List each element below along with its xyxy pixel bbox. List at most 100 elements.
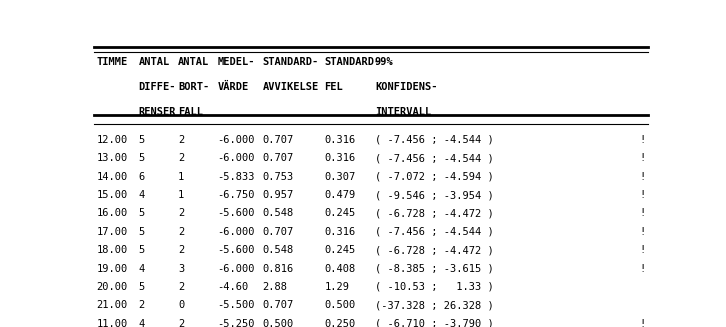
Text: 18.00: 18.00 <box>97 245 128 255</box>
Text: RENSER: RENSER <box>139 107 176 117</box>
Text: 2: 2 <box>178 245 184 255</box>
Text: 0.707: 0.707 <box>262 153 293 163</box>
Text: 0.707: 0.707 <box>262 135 293 145</box>
Text: 5: 5 <box>139 153 144 163</box>
Text: 5: 5 <box>139 208 144 218</box>
Text: KONFIDENS-: KONFIDENS- <box>375 82 437 92</box>
Text: ANTAL: ANTAL <box>139 57 170 67</box>
Text: !: ! <box>640 227 645 237</box>
Text: ( -8.385 ; -3.615 ): ( -8.385 ; -3.615 ) <box>375 264 494 274</box>
Text: -5.250: -5.250 <box>217 319 255 327</box>
Text: -5.833: -5.833 <box>217 172 255 182</box>
Text: ( -6.728 ; -4.472 ): ( -6.728 ; -4.472 ) <box>375 208 494 218</box>
Text: 0.707: 0.707 <box>262 227 293 237</box>
Text: STANDARD-: STANDARD- <box>325 57 380 67</box>
Text: 0.316: 0.316 <box>325 153 356 163</box>
Text: -5.600: -5.600 <box>217 245 255 255</box>
Text: !: ! <box>640 264 645 274</box>
Text: 2: 2 <box>178 319 184 327</box>
Text: -6.000: -6.000 <box>217 135 255 145</box>
Text: 0.307: 0.307 <box>325 172 356 182</box>
Text: STANDARD-: STANDARD- <box>262 57 319 67</box>
Text: 5: 5 <box>139 135 144 145</box>
Text: 2: 2 <box>178 135 184 145</box>
Text: 2.88: 2.88 <box>262 282 287 292</box>
Text: 4: 4 <box>139 264 144 274</box>
Text: VÄRDE: VÄRDE <box>217 82 248 92</box>
Text: 2: 2 <box>178 282 184 292</box>
Text: -6.750: -6.750 <box>217 190 255 200</box>
Text: 0.479: 0.479 <box>325 190 356 200</box>
Text: ( -7.456 ; -4.544 ): ( -7.456 ; -4.544 ) <box>375 135 494 145</box>
Text: !: ! <box>640 245 645 255</box>
Text: -6.000: -6.000 <box>217 227 255 237</box>
Text: 6: 6 <box>139 172 144 182</box>
Text: 0.245: 0.245 <box>325 208 356 218</box>
Text: ( -7.456 ; -4.544 ): ( -7.456 ; -4.544 ) <box>375 153 494 163</box>
Text: 0.250: 0.250 <box>325 319 356 327</box>
Text: 20.00: 20.00 <box>97 282 128 292</box>
Text: FALL: FALL <box>178 107 203 117</box>
Text: 0.707: 0.707 <box>262 300 293 310</box>
Text: 0.500: 0.500 <box>262 319 293 327</box>
Text: 13.00: 13.00 <box>97 153 128 163</box>
Text: 12.00: 12.00 <box>97 135 128 145</box>
Text: !: ! <box>640 208 645 218</box>
Text: 0.548: 0.548 <box>262 245 293 255</box>
Text: 1.29: 1.29 <box>325 282 349 292</box>
Text: 3: 3 <box>178 264 184 274</box>
Text: 4: 4 <box>139 319 144 327</box>
Text: 2: 2 <box>178 153 184 163</box>
Text: BORT-: BORT- <box>178 82 209 92</box>
Text: -4.60: -4.60 <box>217 282 248 292</box>
Text: -5.500: -5.500 <box>217 300 255 310</box>
Text: 1: 1 <box>178 172 184 182</box>
Text: 1: 1 <box>178 190 184 200</box>
Text: 21.00: 21.00 <box>97 300 128 310</box>
Text: AVVIKELSE: AVVIKELSE <box>262 82 319 92</box>
Text: FEL: FEL <box>325 82 343 92</box>
Text: 14.00: 14.00 <box>97 172 128 182</box>
Text: 0.245: 0.245 <box>325 245 356 255</box>
Text: !: ! <box>640 190 645 200</box>
Text: 0.500: 0.500 <box>325 300 356 310</box>
Text: 0: 0 <box>178 300 184 310</box>
Text: 0.753: 0.753 <box>262 172 293 182</box>
Text: -6.000: -6.000 <box>217 153 255 163</box>
Text: ANTAL: ANTAL <box>178 57 209 67</box>
Text: ( -7.456 ; -4.544 ): ( -7.456 ; -4.544 ) <box>375 227 494 237</box>
Text: !: ! <box>640 135 645 145</box>
Text: INTERVALL: INTERVALL <box>375 107 431 117</box>
Text: 16.00: 16.00 <box>97 208 128 218</box>
Text: ( -10.53 ;   1.33 ): ( -10.53 ; 1.33 ) <box>375 282 494 292</box>
Text: 2: 2 <box>139 300 144 310</box>
Text: -5.600: -5.600 <box>217 208 255 218</box>
Text: 0.816: 0.816 <box>262 264 293 274</box>
Text: !: ! <box>640 319 645 327</box>
Text: -6.000: -6.000 <box>217 264 255 274</box>
Text: 15.00: 15.00 <box>97 190 128 200</box>
Text: !: ! <box>640 153 645 163</box>
Text: 5: 5 <box>139 282 144 292</box>
Text: TIMME: TIMME <box>97 57 128 67</box>
Text: 0.408: 0.408 <box>325 264 356 274</box>
Text: 19.00: 19.00 <box>97 264 128 274</box>
Text: 0.316: 0.316 <box>325 135 356 145</box>
Text: 0.548: 0.548 <box>262 208 293 218</box>
Text: 0.957: 0.957 <box>262 190 293 200</box>
Text: 5: 5 <box>139 227 144 237</box>
Text: 2: 2 <box>178 227 184 237</box>
Text: MEDEL-: MEDEL- <box>217 57 255 67</box>
Text: 4: 4 <box>139 190 144 200</box>
Text: !: ! <box>640 172 645 182</box>
Text: DIFFE-: DIFFE- <box>139 82 176 92</box>
Text: 99%: 99% <box>375 57 393 67</box>
Text: 17.00: 17.00 <box>97 227 128 237</box>
Text: ( -7.072 ; -4.594 ): ( -7.072 ; -4.594 ) <box>375 172 494 182</box>
Text: 2: 2 <box>178 208 184 218</box>
Text: ( -6.710 ; -3.790 ): ( -6.710 ; -3.790 ) <box>375 319 494 327</box>
Text: (-37.328 ; 26.328 ): (-37.328 ; 26.328 ) <box>375 300 494 310</box>
Text: 11.00: 11.00 <box>97 319 128 327</box>
Text: ( -9.546 ; -3.954 ): ( -9.546 ; -3.954 ) <box>375 190 494 200</box>
Text: 5: 5 <box>139 245 144 255</box>
